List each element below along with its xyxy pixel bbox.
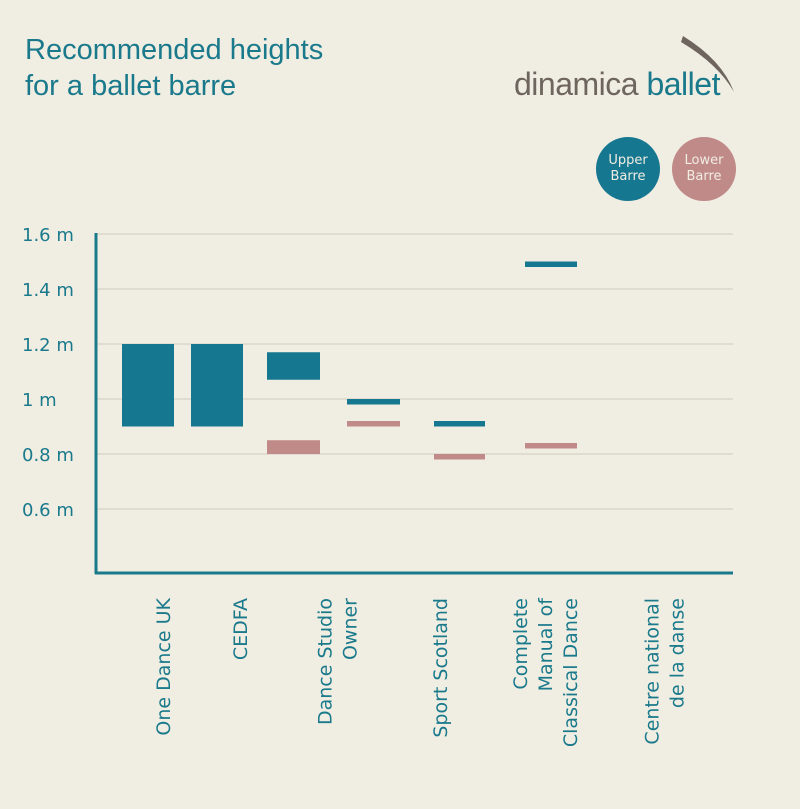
x-category-label: Sport Scotland: [430, 598, 452, 738]
upper-barre-bar: [191, 344, 243, 427]
chart-title: Recommended heights for a ballet barre: [25, 32, 323, 104]
x-category-label: Owner: [340, 598, 362, 660]
title-line-2: for a ballet barre: [25, 70, 237, 102]
legend-lower-barre: Lower Barre: [672, 137, 736, 201]
y-tick-label: 1.6 m: [22, 225, 74, 246]
legend-lower-line1: Lower: [684, 153, 724, 168]
x-category-label: Centre national: [642, 598, 664, 745]
upper-barre-bar: [347, 399, 400, 405]
x-category-label: Manual of: [535, 597, 557, 692]
x-category-label: de la danse: [667, 598, 689, 708]
y-tick-label: 0.8 m: [22, 445, 74, 466]
upper-barre-bar: [434, 421, 485, 427]
lower-barre-bar: [267, 440, 320, 454]
upper-barre-bar: [525, 261, 577, 267]
x-category-label: One Dance UK: [153, 597, 175, 735]
title-line-1: Recommended heights: [25, 34, 324, 66]
lower-barre-bar: [347, 421, 400, 427]
lower-barre-bar: [434, 454, 485, 460]
legend-upper-line2: Barre: [610, 169, 646, 184]
legend-upper-line1: Upper: [608, 153, 648, 168]
legend-upper-barre: Upper Barre: [596, 137, 660, 201]
legend-lower-line2: Barre: [686, 169, 722, 184]
x-category-label: CEDFA: [230, 598, 252, 660]
logo-word-dinamica: dinamica: [514, 66, 639, 102]
x-category-label: Classical Dance: [560, 598, 582, 747]
lower-barre-bar: [525, 443, 577, 449]
x-category-label: Dance Studio: [315, 598, 337, 725]
x-category-label: Complete: [510, 598, 532, 690]
y-tick-label: 1.2 m: [22, 335, 74, 356]
upper-barre-bar: [267, 352, 320, 380]
y-tick-label: 0.6 m: [22, 500, 74, 521]
y-tick-label: 1 m: [22, 390, 57, 411]
y-tick-label: 1.4 m: [22, 280, 74, 301]
upper-barre-bar: [122, 344, 174, 427]
